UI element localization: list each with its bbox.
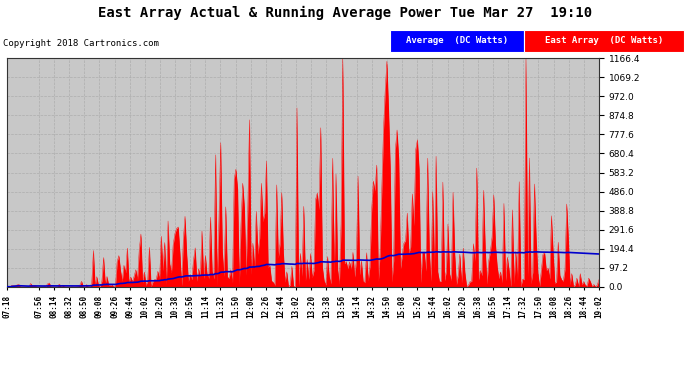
Text: East Array Actual & Running Average Power Tue Mar 27  19:10: East Array Actual & Running Average Powe… bbox=[98, 6, 592, 20]
Text: Average  (DC Watts): Average (DC Watts) bbox=[406, 36, 508, 45]
Text: East Array  (DC Watts): East Array (DC Watts) bbox=[545, 36, 664, 45]
Text: Copyright 2018 Cartronics.com: Copyright 2018 Cartronics.com bbox=[3, 39, 159, 48]
